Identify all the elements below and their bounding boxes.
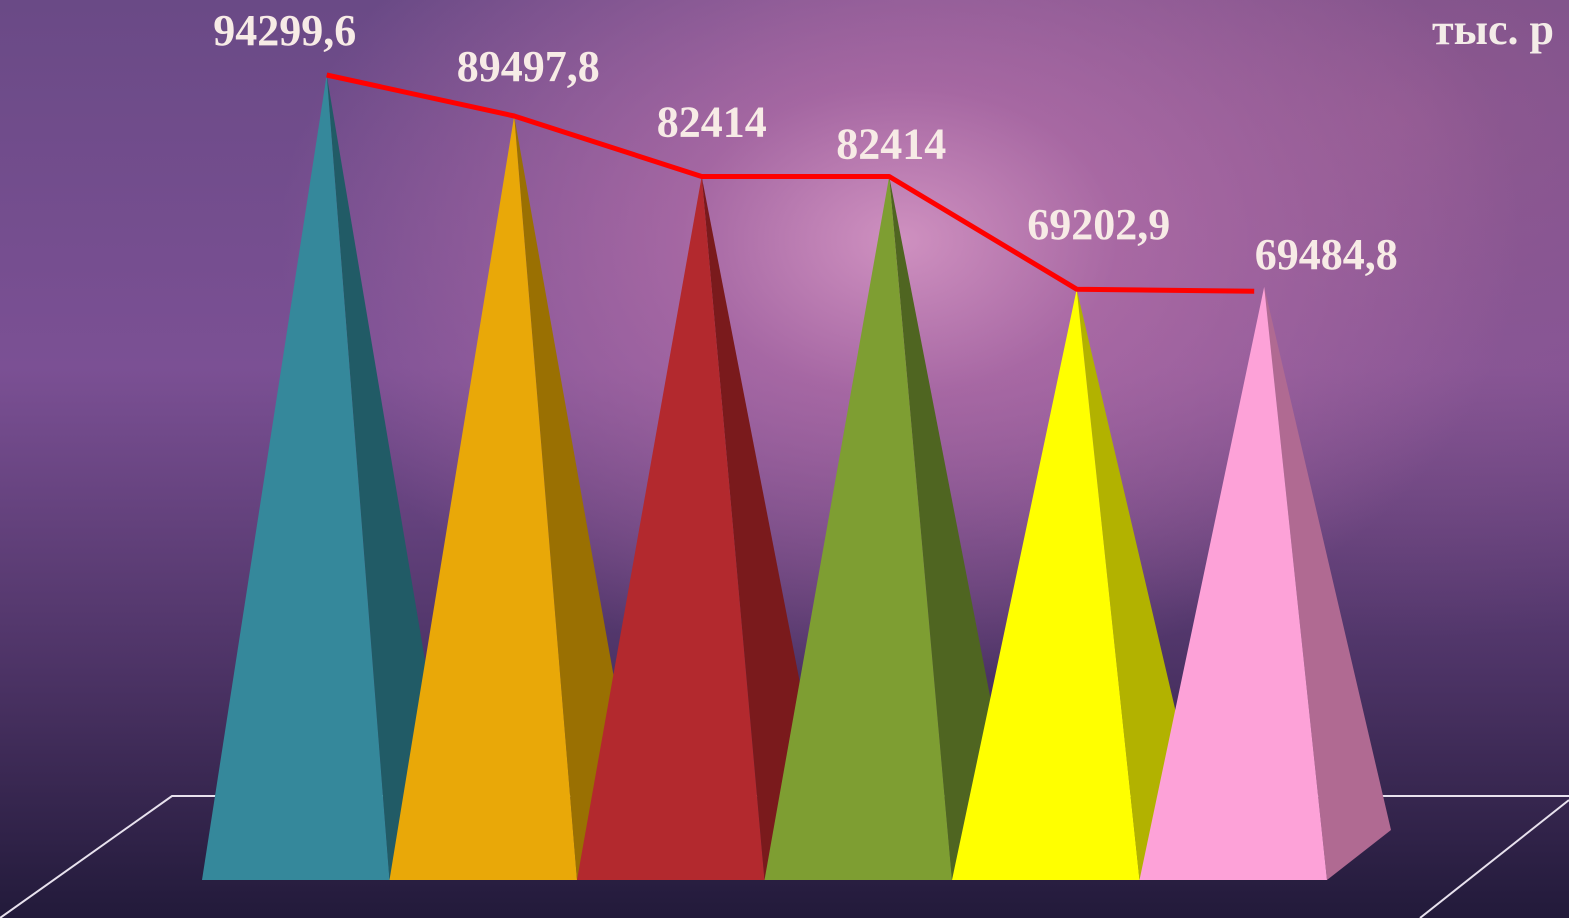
value-label-4: 82414 <box>836 119 946 168</box>
value-labels: 94299,6 89497,8 82414 82414 69202,9 69484,8 <box>213 6 1398 279</box>
value-label-1: 94299,6 <box>213 6 356 55</box>
pyramid-series <box>202 75 1391 880</box>
pyramid-2 <box>389 115 641 880</box>
floor-right-edge <box>1419 799 1569 918</box>
trend-line-group <box>326 72 1255 294</box>
pyramid-front-face <box>577 176 765 880</box>
value-label-3: 82414 <box>657 97 767 146</box>
pyramid-4 <box>764 176 1016 880</box>
trend-line <box>326 72 1255 294</box>
value-label-5: 69202,9 <box>1027 200 1170 249</box>
pyramid-front-face <box>952 289 1140 880</box>
pyramid-side-face <box>889 176 1016 880</box>
pyramid-6 <box>1139 286 1391 880</box>
pyramid-side-face <box>1264 286 1391 880</box>
pyramid-front-face <box>764 176 952 880</box>
pyramid-front-face <box>389 115 577 880</box>
value-label-6: 69484,8 <box>1255 230 1398 279</box>
pyramid-front-face <box>202 75 390 880</box>
pyramid-1 <box>202 75 454 880</box>
pyramid-side-face <box>326 75 454 880</box>
value-label-2: 89497,8 <box>457 42 600 91</box>
pyramid-side-face <box>514 115 641 880</box>
unit-label: тыс. р <box>1432 5 1554 54</box>
pyramid-front-face <box>1139 286 1327 880</box>
